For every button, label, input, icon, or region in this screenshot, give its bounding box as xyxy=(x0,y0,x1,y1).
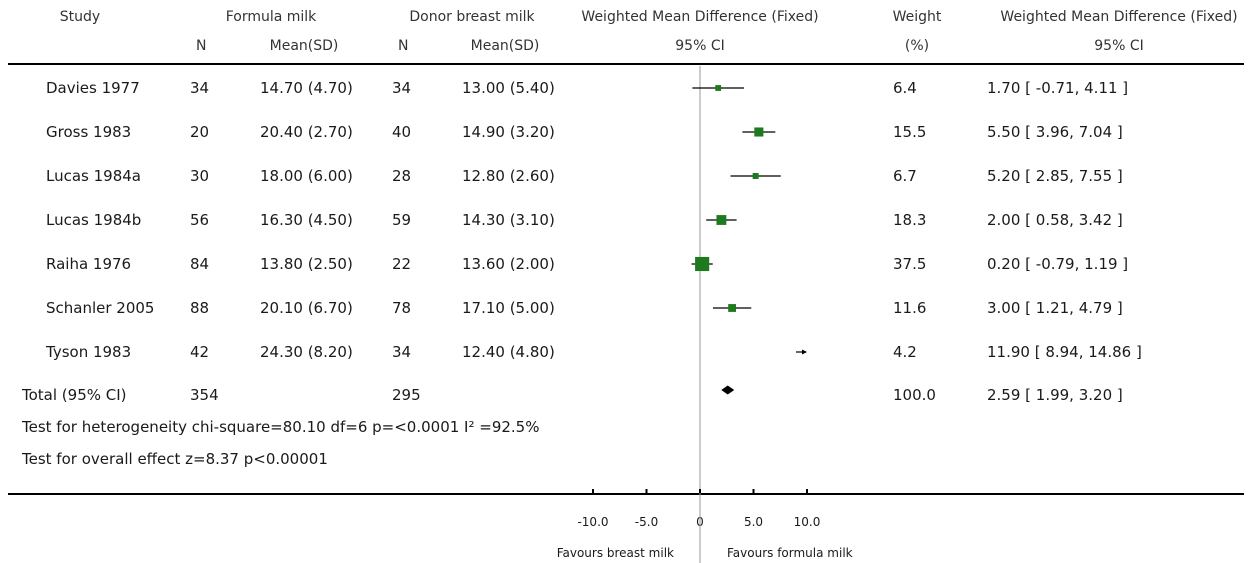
study-mean2: 12.80 (2.60) xyxy=(462,167,555,185)
study-mean1: 13.80 (2.50) xyxy=(260,255,353,273)
study-marker xyxy=(695,256,710,272)
study-n2: 59 xyxy=(392,211,412,229)
study-name: Gross 1983 xyxy=(46,123,132,141)
favours-left-label: Favours breast milk xyxy=(556,546,674,560)
total-label: Total (95% CI) xyxy=(22,386,127,404)
study-name: Schanler 2005 xyxy=(46,299,155,317)
study-weight: 15.5 xyxy=(893,123,927,141)
col-header-mean2: Mean(SD) xyxy=(470,38,540,54)
study-name: Tyson 1983 xyxy=(46,343,132,361)
study-ci-text: 3.00 [ 1.21, 4.79 ] xyxy=(987,299,1123,317)
col-header-plot-ci: 95% CI xyxy=(675,38,725,54)
study-ci-text: 2.00 [ 0.58, 3.42 ] xyxy=(987,211,1123,229)
study-n1: 88 xyxy=(190,299,210,317)
off-scale-arrow xyxy=(802,349,807,355)
study-n1: 20 xyxy=(190,123,210,141)
study-name: Davies 1977 xyxy=(46,79,140,97)
study-ci-text: 11.90 [ 8.94, 14.86 ] xyxy=(987,343,1142,361)
col-header-weight: Weight xyxy=(892,9,942,25)
study-weight: 6.7 xyxy=(893,167,917,185)
col-header-study: Study xyxy=(59,9,101,25)
study-mean1: 16.30 (4.50) xyxy=(260,211,353,229)
study-n2: 40 xyxy=(392,123,412,141)
pooled-diamond xyxy=(721,385,735,395)
study-marker xyxy=(752,173,759,179)
axis-tick-label: 10.0 xyxy=(793,515,821,529)
total-n2: 295 xyxy=(392,386,421,404)
footer-rule xyxy=(8,493,1244,495)
study-weight: 18.3 xyxy=(893,211,927,229)
study-weight: 6.4 xyxy=(893,79,917,97)
col-header-group1: Formula milk xyxy=(225,9,317,25)
axis-tick-label: -10.0 xyxy=(577,515,609,529)
study-marker xyxy=(728,304,737,312)
study-mean2: 13.60 (2.00) xyxy=(462,255,555,273)
study-n1: 56 xyxy=(190,211,210,229)
col-header-plot-title: Weighted Mean Difference (Fixed) xyxy=(581,9,819,25)
study-mean1: 14.70 (4.70) xyxy=(260,79,353,97)
study-ci-text: 5.50 [ 3.96, 7.04 ] xyxy=(987,123,1123,141)
study-ci-text: 5.20 [ 2.85, 7.55 ] xyxy=(987,167,1123,185)
study-marker xyxy=(715,85,722,91)
study-mean1: 24.30 (8.20) xyxy=(260,343,353,361)
favours-right-label: Favours formula milk xyxy=(727,546,853,560)
overall-effect-text: Test for overall effect z=8.37 p<0.00001 xyxy=(22,450,328,468)
study-n1: 30 xyxy=(190,167,210,185)
study-name: Lucas 1984b xyxy=(46,211,142,229)
axis-tick-label: -5.0 xyxy=(634,515,659,529)
study-name: Lucas 1984a xyxy=(46,167,141,185)
header-rule xyxy=(8,63,1244,65)
study-weight: 4.2 xyxy=(893,343,917,361)
study-ci-text: 0.20 [ -0.79, 1.19 ] xyxy=(987,255,1129,273)
col-header-n1: N xyxy=(196,38,207,54)
study-marker xyxy=(716,215,727,225)
study-ci-text: 1.70 [ -0.71, 4.11 ] xyxy=(987,79,1129,97)
study-n1: 84 xyxy=(190,255,210,273)
study-weight: 11.6 xyxy=(893,299,927,317)
study-name: Raiha 1976 xyxy=(46,255,132,273)
heterogeneity-text: Test for heterogeneity chi-square=80.10 … xyxy=(22,418,540,436)
col-header-mean1: Mean(SD) xyxy=(269,38,339,54)
total-weight: 100.0 xyxy=(893,386,936,404)
col-header-weight-unit: (%) xyxy=(904,38,930,54)
col-header-wmd-ci: 95% CI xyxy=(1094,38,1144,54)
col-header-group2: Donor breast milk xyxy=(409,9,535,25)
study-weight: 37.5 xyxy=(893,255,927,273)
col-header-wmd: Weighted Mean Difference (Fixed) xyxy=(1000,9,1238,25)
study-n2: 34 xyxy=(392,343,412,361)
study-mean2: 12.40 (4.80) xyxy=(462,343,555,361)
study-n1: 34 xyxy=(190,79,210,97)
study-mean2: 14.30 (3.10) xyxy=(462,211,555,229)
study-n2: 28 xyxy=(392,167,412,185)
study-mean2: 13.00 (5.40) xyxy=(462,79,555,97)
col-header-n2: N xyxy=(398,38,409,54)
total-ci-text: 2.59 [ 1.99, 3.20 ] xyxy=(987,386,1123,404)
study-mean1: 20.40 (2.70) xyxy=(260,123,353,141)
study-marker xyxy=(754,127,764,137)
axis-tick-label: 5.0 xyxy=(743,515,764,529)
study-n2: 78 xyxy=(392,299,412,317)
total-n1: 354 xyxy=(190,386,219,404)
study-n1: 42 xyxy=(190,343,210,361)
study-mean1: 20.10 (6.70) xyxy=(260,299,353,317)
study-mean2: 14.90 (3.20) xyxy=(462,123,555,141)
study-n2: 22 xyxy=(392,255,412,273)
study-n2: 34 xyxy=(392,79,412,97)
study-mean2: 17.10 (5.00) xyxy=(462,299,555,317)
study-mean1: 18.00 (6.00) xyxy=(260,167,353,185)
